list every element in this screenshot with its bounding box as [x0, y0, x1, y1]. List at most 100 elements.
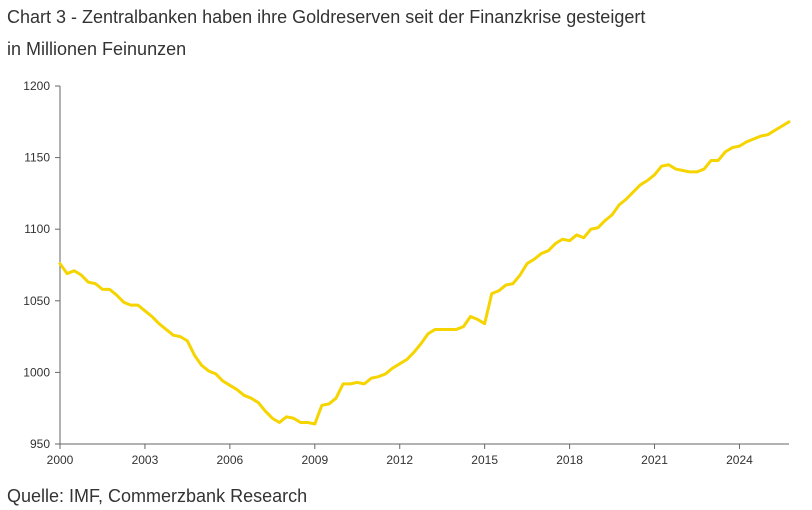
data-point	[342, 383, 344, 385]
data-point	[193, 354, 195, 356]
data-point	[384, 373, 386, 375]
data-point	[59, 262, 61, 264]
data-point	[278, 421, 280, 423]
data-point	[604, 219, 606, 221]
data-point	[519, 274, 521, 276]
data-point	[491, 292, 493, 294]
data-point	[158, 323, 160, 325]
data-point	[200, 364, 202, 366]
data-point	[299, 421, 301, 423]
data-point	[767, 133, 769, 135]
data-point	[123, 301, 125, 303]
data-point	[307, 421, 309, 423]
series-layer	[58, 120, 791, 426]
data-point	[257, 401, 259, 403]
data-point	[625, 198, 627, 200]
data-point	[533, 258, 535, 260]
data-point	[137, 304, 139, 306]
chart-axes: 950 1000 1050 1100 1150 1200 2000 2003 2006 2009 2…	[23, 79, 789, 467]
data-point	[172, 334, 174, 336]
y-tick-label: 1200	[23, 79, 50, 93]
data-point	[87, 281, 89, 283]
data-point	[243, 394, 245, 396]
x-tick-label: 2009	[301, 453, 328, 467]
data-point	[285, 416, 287, 418]
data-point	[448, 328, 450, 330]
data-point	[80, 274, 82, 276]
data-point	[724, 151, 726, 153]
data-point	[215, 373, 217, 375]
data-point	[335, 397, 337, 399]
data-point	[689, 171, 691, 173]
data-point	[229, 384, 231, 386]
data-point	[476, 318, 478, 320]
data-point	[377, 376, 379, 378]
data-point	[94, 282, 96, 284]
data-point	[462, 325, 464, 327]
data-point	[455, 328, 457, 330]
data-point	[222, 380, 224, 382]
data-point	[108, 288, 110, 290]
data-point	[420, 343, 422, 345]
data-point	[618, 204, 620, 206]
data-point	[583, 237, 585, 239]
data-point	[597, 227, 599, 229]
data-point	[370, 377, 372, 379]
data-point	[738, 145, 740, 147]
data-point	[250, 397, 252, 399]
data-point	[186, 340, 188, 342]
data-point	[774, 129, 776, 131]
data-point	[292, 417, 294, 419]
y-tick-label: 1050	[23, 294, 50, 308]
data-point	[646, 179, 648, 181]
x-tick-label: 2000	[47, 453, 74, 467]
data-point	[321, 404, 323, 406]
data-point	[356, 381, 358, 383]
data-point	[363, 383, 365, 385]
data-point	[207, 370, 209, 372]
data-point	[483, 323, 485, 325]
data-point	[73, 270, 75, 272]
data-point	[632, 191, 634, 193]
data-point	[434, 328, 436, 330]
data-point	[561, 238, 563, 240]
data-point	[710, 159, 712, 161]
data-point	[179, 335, 181, 337]
data-point	[441, 328, 443, 330]
chart-title: Chart 3 - Zentralbanken haben ihre Goldr…	[7, 7, 646, 27]
data-point	[406, 358, 408, 360]
x-tick-label: 2021	[641, 453, 668, 467]
data-point	[547, 249, 549, 251]
data-point	[469, 315, 471, 317]
data-point	[639, 184, 641, 186]
data-point	[271, 417, 273, 419]
data-point	[165, 328, 167, 330]
data-point	[675, 168, 677, 170]
chart-source: Quelle: IMF, Commerzbank Research	[7, 486, 308, 506]
y-tick-label: 1000	[23, 365, 50, 379]
data-point	[264, 410, 266, 412]
x-tick-label: 2003	[132, 453, 159, 467]
data-point	[759, 135, 761, 137]
data-point	[682, 169, 684, 171]
data-point	[101, 288, 103, 290]
data-point	[328, 403, 330, 405]
x-tick-label: 2012	[386, 453, 413, 467]
data-point	[752, 138, 754, 140]
data-point	[788, 121, 790, 123]
data-point	[590, 228, 592, 230]
chart-subtitle: in Millionen Feinunzen	[7, 39, 187, 59]
data-point	[151, 315, 153, 317]
y-tick-label: 1100	[24, 222, 50, 236]
data-point	[703, 168, 705, 170]
data-point	[391, 367, 393, 369]
data-point	[568, 239, 570, 241]
data-point	[349, 383, 351, 385]
x-tick-label: 2015	[471, 453, 498, 467]
data-point	[781, 125, 783, 127]
data-point	[660, 165, 662, 167]
data-point	[717, 159, 719, 161]
data-point	[512, 282, 514, 284]
x-tick-label: 2018	[556, 453, 583, 467]
